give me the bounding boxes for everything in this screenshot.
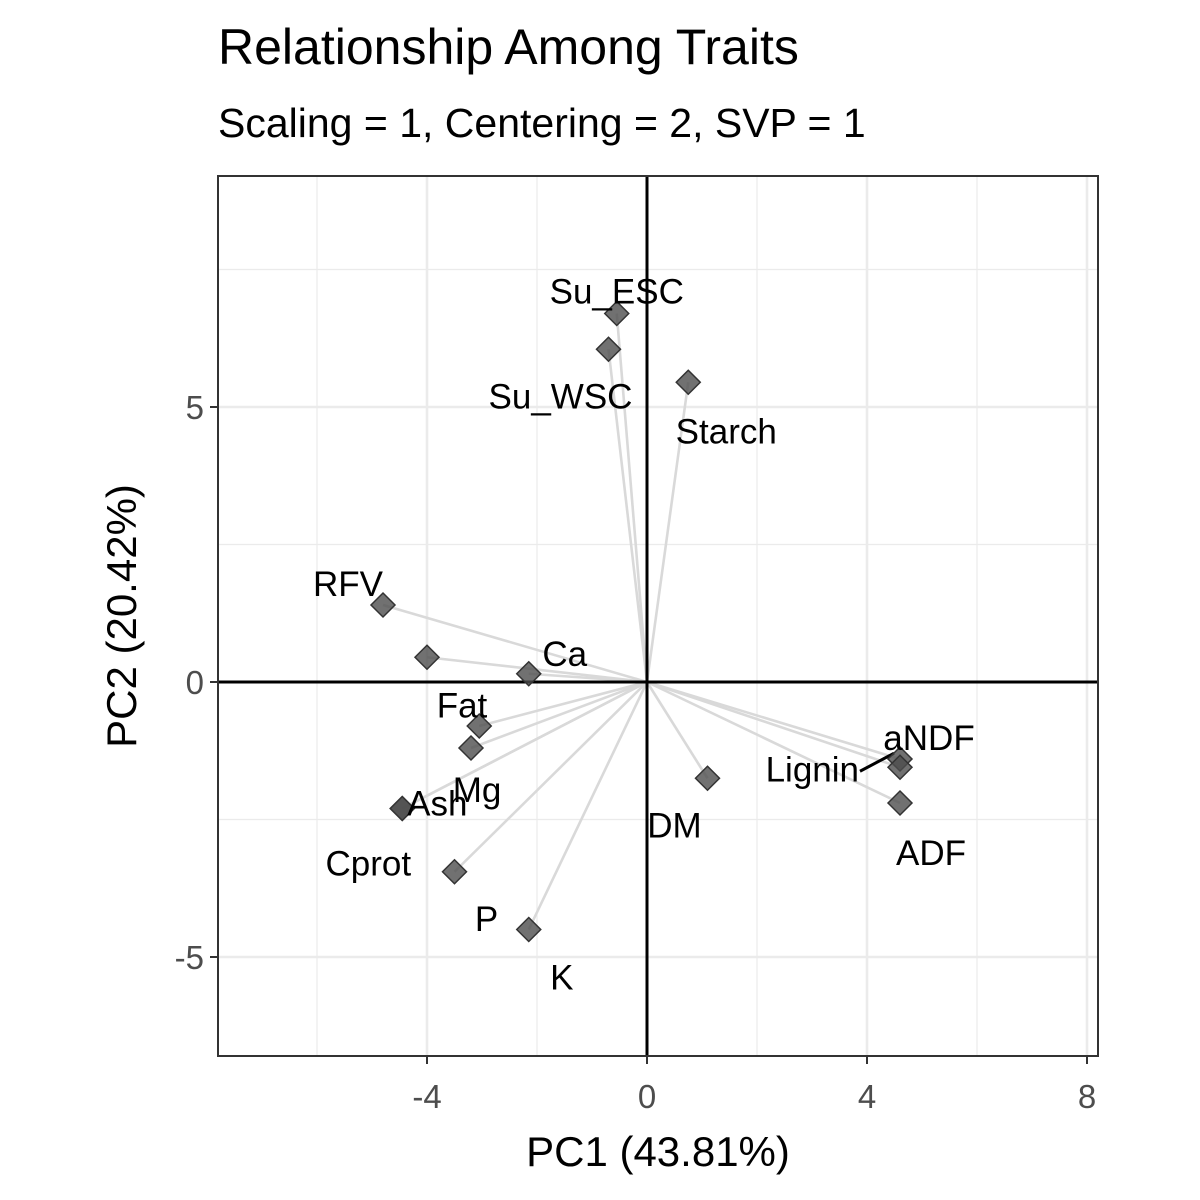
point-ca: [515, 660, 542, 687]
label-ash: Ash: [407, 785, 467, 824]
y-tick-label: 5: [186, 389, 204, 426]
x-axis-title: PC1 (43.81%): [526, 1128, 790, 1175]
label-fat: Fat: [437, 686, 488, 725]
point-rfv: [369, 591, 397, 619]
reference-lines: [218, 176, 1098, 1056]
x-tick-label: 0: [638, 1078, 656, 1115]
label-mg: Mg: [453, 771, 502, 810]
y-tick-label: -5: [175, 939, 204, 976]
x-tick-label: -4: [412, 1078, 441, 1115]
label-cprot: Cprot: [325, 845, 411, 884]
chart-title: Relationship Among Traits: [218, 19, 799, 75]
loading-vector: [615, 313, 649, 683]
label-su-wsc: Su_WSC: [489, 377, 633, 416]
loading-vector: [470, 680, 648, 750]
lignin-leader-line: [859, 751, 895, 773]
trait-points: [369, 300, 914, 943]
y-tick-label: 0: [186, 664, 204, 701]
loading-vector: [646, 680, 901, 805]
loading-vector: [527, 681, 649, 931]
label-adf: ADF: [896, 834, 966, 873]
label-ca: Ca: [542, 635, 587, 674]
x-tick-label: 4: [858, 1078, 876, 1115]
y-axis-ticks: -5 0 5: [175, 389, 218, 976]
y-axis-title: PC2 (20.42%): [98, 484, 145, 748]
chart-subtitle: Scaling = 1, Centering = 2, SVP = 1: [218, 100, 866, 146]
label-andf: aNDF: [883, 719, 974, 758]
point-su-wsc: [595, 336, 622, 363]
loading-vector: [478, 680, 648, 728]
loading-vector: [382, 603, 648, 684]
loading-vector: [646, 680, 901, 761]
point-cprot: [389, 795, 416, 822]
label-rfv: RFV: [313, 565, 384, 604]
loading-vector: [645, 681, 709, 779]
point-mg: [457, 734, 485, 762]
point-fat: [413, 644, 441, 671]
label-p: P: [475, 900, 498, 939]
label-dm: DM: [647, 806, 701, 845]
plot-panel: [218, 176, 1098, 1056]
label-k: K: [550, 959, 573, 998]
point-dm: [694, 765, 721, 792]
label-starch: Starch: [676, 412, 777, 451]
loading-vector: [401, 680, 648, 810]
point-k: [515, 916, 542, 943]
x-tick-label: 8: [1078, 1078, 1096, 1115]
loading-vectors: [382, 313, 901, 931]
x-axis-ticks: -4 0 4 8: [412, 1056, 1096, 1115]
plot-border: [217, 175, 1099, 1057]
minor-gridlines: [218, 176, 1098, 1056]
loading-vector: [645, 382, 690, 683]
label-su-esc: Su_ESC: [550, 273, 684, 312]
point-adf: [886, 789, 914, 817]
point-unlabeled: [466, 712, 493, 740]
point-p: [441, 858, 468, 885]
label-leader-lines: [859, 751, 895, 773]
point-lignin: [886, 754, 914, 781]
point-su-esc: [603, 300, 630, 327]
point-starch: [675, 369, 702, 396]
loading-vector: [607, 349, 649, 683]
loading-vector: [646, 680, 901, 769]
label-lignin: Lignin: [766, 750, 859, 789]
loading-vector: [453, 681, 648, 873]
